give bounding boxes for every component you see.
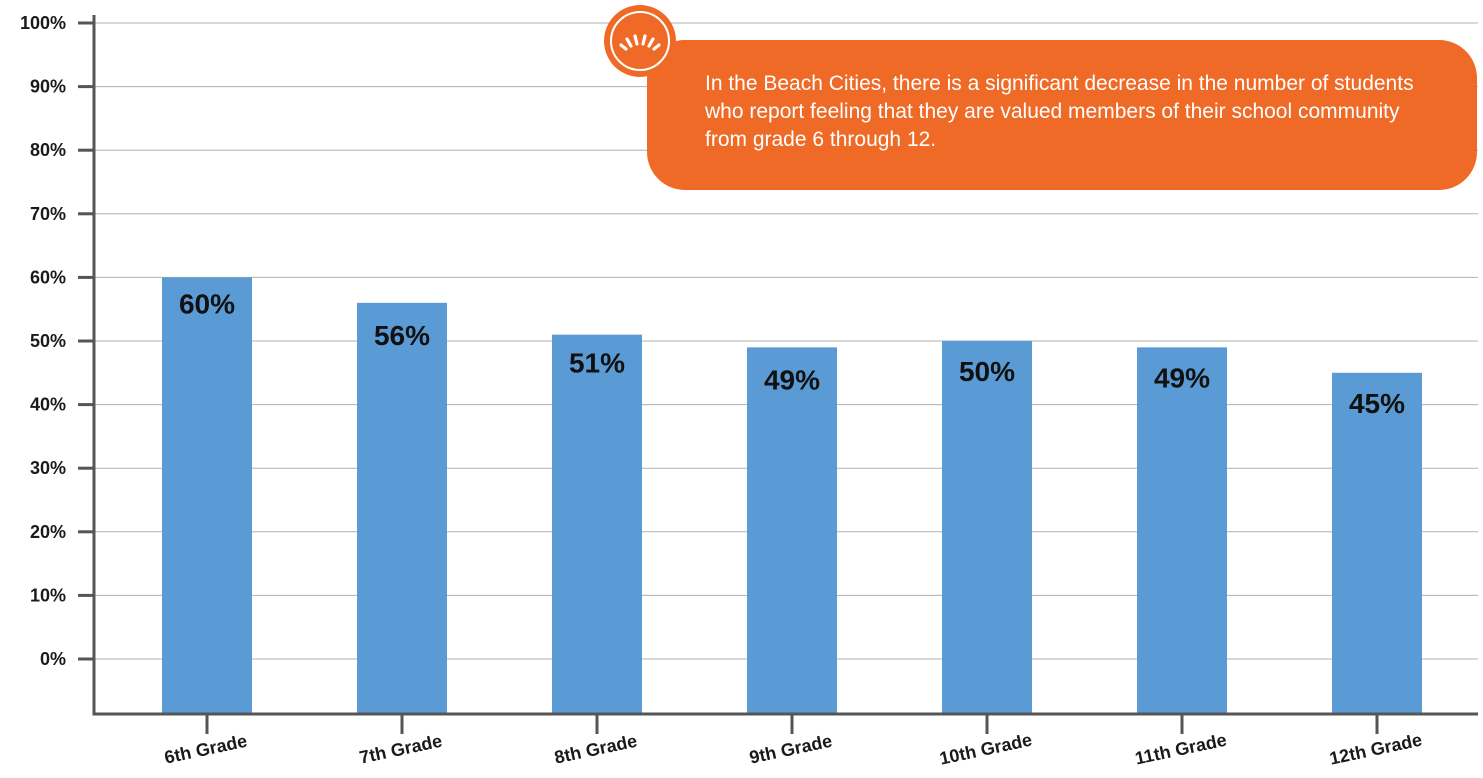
y-tick-label: 0% xyxy=(40,649,66,669)
callout-text: In the Beach Cities, there is a signific… xyxy=(705,70,1445,154)
value-label: 51% xyxy=(569,348,625,379)
y-tick-label: 20% xyxy=(30,522,66,542)
x-tick-label: 6th Grade xyxy=(163,731,249,768)
value-label: 56% xyxy=(374,320,430,351)
x-tick-label: 11th Grade xyxy=(1133,730,1228,769)
x-tick-label: 12th Grade xyxy=(1328,730,1424,769)
y-tick-label: 100% xyxy=(20,13,66,33)
y-tick-label: 30% xyxy=(30,458,66,478)
sun-rays-icon xyxy=(604,5,676,77)
bar xyxy=(552,335,642,714)
callout-box: In the Beach Cities, there is a signific… xyxy=(647,40,1477,190)
value-label: 50% xyxy=(959,356,1015,387)
x-tick-labels: 6th Grade 7th Grade 8th Grade 9th Grade 10th… xyxy=(163,714,1424,769)
bar xyxy=(942,341,1032,714)
value-label: 49% xyxy=(764,364,820,395)
x-tick-label: 8th Grade xyxy=(553,731,639,768)
x-tick-label: 7th Grade xyxy=(358,731,444,768)
y-tick-label: 40% xyxy=(30,395,66,415)
bar xyxy=(747,347,837,714)
bar xyxy=(162,277,252,714)
value-label: 60% xyxy=(179,288,235,319)
x-tick-label: 10th Grade xyxy=(938,730,1034,769)
y-tick-labels: 0% 10% 20% 30% 40% 50% 60% 70% 80% 90% 100% xyxy=(20,13,66,669)
bars xyxy=(162,277,1422,714)
y-tick-label: 80% xyxy=(30,140,66,160)
sun-logo-icon xyxy=(604,5,676,77)
y-tick-label: 10% xyxy=(30,585,66,605)
bar xyxy=(357,303,447,714)
bar xyxy=(1137,347,1227,714)
bar xyxy=(1332,373,1422,714)
y-tick-label: 60% xyxy=(30,267,66,287)
value-label: 49% xyxy=(1154,362,1210,393)
y-tick-label: 90% xyxy=(30,77,66,97)
x-tick-label: 9th Grade xyxy=(748,731,834,768)
value-label: 45% xyxy=(1349,388,1405,419)
y-tick-label: 50% xyxy=(30,331,66,351)
y-tick-label: 70% xyxy=(30,204,66,224)
